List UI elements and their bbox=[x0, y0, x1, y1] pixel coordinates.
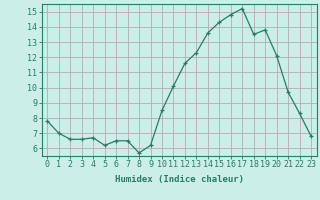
X-axis label: Humidex (Indice chaleur): Humidex (Indice chaleur) bbox=[115, 175, 244, 184]
